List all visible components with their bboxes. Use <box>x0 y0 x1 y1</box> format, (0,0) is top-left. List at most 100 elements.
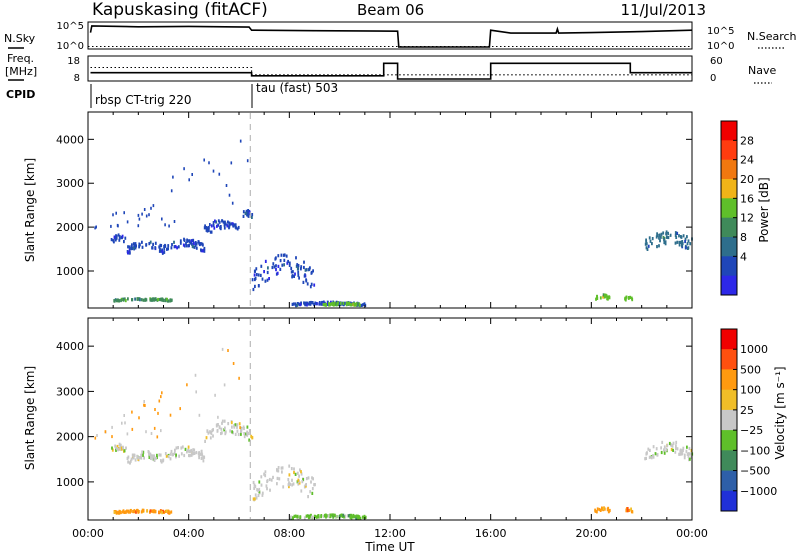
power-panel-background <box>88 112 692 308</box>
scatter-cell-descent <box>300 470 302 474</box>
scatter-cell-descent <box>260 264 263 268</box>
scatter-cell-ground-green <box>324 513 327 517</box>
scatter-cell-ground-a <box>308 302 310 306</box>
scatter-cell-sparse <box>110 224 112 228</box>
colorbar-segment <box>721 430 737 451</box>
scatter-cell-west-band-a <box>117 233 120 237</box>
scatter-cell-descent <box>313 283 316 287</box>
scatter-cell-ground-green <box>345 302 348 306</box>
scatter-cell-rise <box>230 421 233 425</box>
scatter-cell-west-band-c <box>198 453 201 457</box>
scatter-cell-rise <box>206 429 209 433</box>
scatter-cell-rise <box>251 436 254 440</box>
scatter-cell-rise <box>228 221 231 225</box>
scatter-cell-rise <box>209 436 212 440</box>
colorbar-segment <box>721 409 737 431</box>
scatter-cell-ground-green <box>359 303 361 307</box>
scatter-cell-sparse <box>183 167 185 171</box>
scatter-cell-west-band-c <box>202 456 205 460</box>
scatter-cell-west-band-b <box>154 241 157 245</box>
scatter-cell-west-band-c <box>184 447 187 451</box>
scatter-cell-descent <box>254 276 257 280</box>
scatter-cell-west-band-b <box>140 453 143 457</box>
scatter-cell-rise <box>208 225 210 230</box>
scatter-cell-rise <box>233 425 236 429</box>
scatter-cell-descent <box>287 478 290 482</box>
scatter-cell-rise <box>221 219 223 223</box>
scatter-cell-sparse <box>227 349 229 352</box>
scatter-cell-near-green <box>159 297 161 302</box>
scatter-cell-east-band <box>684 237 687 241</box>
colorbar-tick-label: 100 <box>740 384 761 397</box>
scatter-cell-east-band <box>675 235 678 239</box>
scatter-cell-ground-a <box>295 304 297 308</box>
scatter-cell-west-band-c <box>195 451 198 455</box>
scatter-cell-near-green <box>131 298 133 302</box>
scatter-cell-descent <box>312 269 314 273</box>
scatter-cell-descent <box>254 497 256 501</box>
scatter-cell-dusk-a <box>599 508 602 512</box>
scatter-cell-sparse <box>160 395 162 399</box>
scatter-cell-ground-green <box>364 515 367 519</box>
scatter-cell-rise <box>207 431 210 435</box>
scatter-cell-west-band-b <box>138 245 140 249</box>
scatter-cell-east-band <box>678 243 681 247</box>
y-tick-label: 3000 <box>56 177 84 190</box>
scatter-cell-east-band <box>685 449 688 453</box>
scatter-cell-west-band-a <box>114 444 117 448</box>
scatter-cell-east-band <box>665 232 667 236</box>
scatter-cell-sparse <box>148 213 150 217</box>
scatter-cell-descent <box>257 284 260 288</box>
scatter-cell-east-band <box>645 456 647 460</box>
scatter-cell-rise <box>205 436 208 440</box>
scatter-cell-east-band <box>676 240 679 244</box>
scatter-cell-rise <box>246 433 249 437</box>
scatter-cell-west-band-a <box>116 447 118 451</box>
scatter-cell-ground-a <box>363 302 366 306</box>
scatter-cell-ground-a <box>311 301 314 305</box>
scatter-cell-west-band-a <box>116 444 119 449</box>
scatter-cell-sparse <box>94 436 97 440</box>
scatter-cell-sparse <box>152 204 155 208</box>
scatter-cell-descent <box>303 260 305 264</box>
scatter-cell-near-green <box>134 297 136 301</box>
scatter-cell-rise <box>231 430 233 434</box>
scatter-cell-descent <box>309 285 312 289</box>
scatter-cell-west-band-b <box>129 251 131 255</box>
scatter-cell-sparse <box>117 224 119 228</box>
freq-panel-frame <box>87 55 693 82</box>
scatter-cell-rise <box>221 431 223 435</box>
scatter-cell-ground-green <box>296 514 299 518</box>
scatter-cell-rise <box>210 224 213 228</box>
velocity-panel-background <box>88 318 692 520</box>
date-label: 11/Jul/2013 <box>621 1 706 19</box>
scatter-cell-ground-a <box>362 303 364 307</box>
colorbar-frame <box>720 120 738 296</box>
scatter-cell-ground-a <box>306 301 308 305</box>
scatter-cell-sparse <box>145 430 147 434</box>
scatter-cell-rise <box>245 432 247 436</box>
scatter-cell-east-band <box>654 452 657 456</box>
scatter-cell-west-band-c <box>194 243 197 248</box>
scatter-cell-west-band-c <box>193 451 196 455</box>
scatter-cell-west-band-b <box>142 450 145 454</box>
scatter-cell-east-band <box>665 235 668 239</box>
scatter-cell-descent <box>291 478 293 482</box>
scatter-cell-near-green <box>167 299 170 303</box>
scatter-cell-sparse <box>179 407 181 411</box>
scatter-cell-descent <box>252 480 255 485</box>
scatter-cell-west-band-c <box>178 454 180 458</box>
scatter-cell-rise <box>232 431 234 435</box>
y-tick-label: 1000 <box>56 476 84 489</box>
nsky-label: N.Sky <box>4 32 36 45</box>
scatter-cell-west-band-c <box>192 448 195 452</box>
scatter-cell-dusk-b <box>625 509 628 513</box>
scatter-cell-west-band-b <box>151 456 154 460</box>
scatter-cell-west-band-b <box>131 243 133 247</box>
scatter-cell-ground-green <box>331 302 333 306</box>
scatter-cell-descent <box>289 482 291 486</box>
scatter-cell-sparse <box>104 430 107 434</box>
scatter-cell-sparse <box>138 416 140 420</box>
scatter-cell-near-orange <box>165 509 168 513</box>
scatter-cell-ground-green <box>333 301 336 305</box>
